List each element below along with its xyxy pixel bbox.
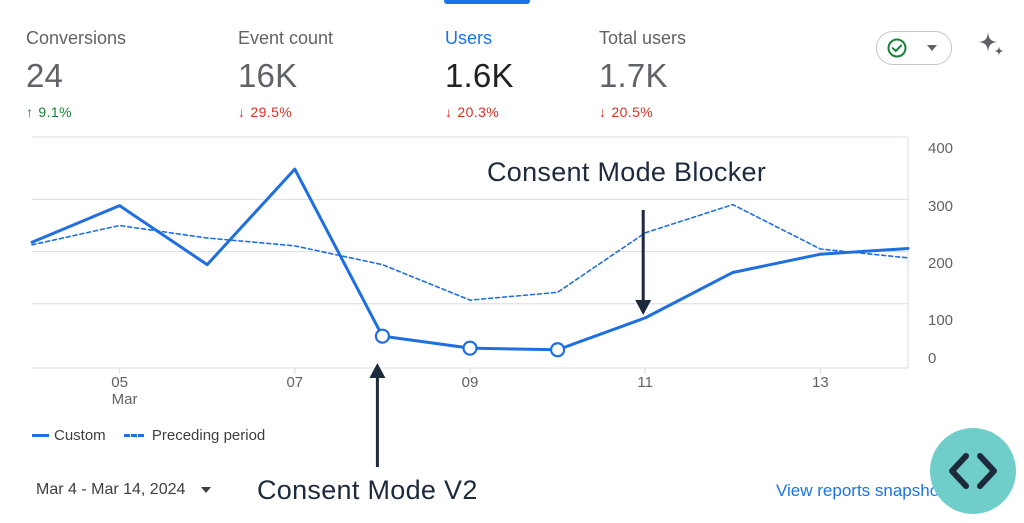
status-dropdown-button[interactable] — [876, 31, 952, 65]
metric-label: Conversions — [26, 28, 127, 48]
data-point-marker — [462, 340, 478, 356]
data-point-marker — [374, 328, 390, 344]
metric-event-count[interactable]: Event count 16K ↓ 29.5% — [238, 28, 333, 120]
legend-swatch-solid — [32, 434, 49, 438]
check-circle-icon — [887, 38, 907, 58]
x-tick-label: 09 — [462, 374, 479, 391]
y-tick-label: 0 — [928, 350, 936, 367]
arrow-down-icon: ↓ — [599, 104, 607, 120]
code-badge-button[interactable] — [930, 428, 1016, 514]
code-brackets-icon — [949, 453, 997, 489]
metric-value: 16K — [238, 57, 298, 94]
arrow-down-icon: ↓ — [445, 104, 453, 120]
legend-label: Preceding period — [151, 426, 266, 444]
series-custom-line — [30, 167, 910, 352]
legend-item-preceding: Preceding period — [123, 426, 266, 444]
active-tab-indicator — [444, 0, 530, 4]
metric-delta: ↓ 20.3% — [445, 104, 514, 120]
data-point-marker — [549, 342, 566, 358]
date-range-selector[interactable]: Mar 4 - Mar 14, 2024 — [36, 481, 212, 499]
metric-value: 24 — [26, 57, 64, 94]
annotation-consent-mode-v2: Consent Mode V2 — [257, 475, 478, 505]
metric-value: 1.7K — [599, 57, 668, 94]
legend-item-custom: Custom — [32, 427, 106, 444]
metric-delta: ↑ 9.1% — [26, 104, 126, 120]
caret-down-icon — [201, 486, 212, 493]
y-tick-label: 400 — [928, 140, 953, 157]
metric-label: Users — [445, 28, 493, 48]
metric-value: 1.6K — [445, 57, 514, 94]
y-tick-label: 100 — [928, 312, 953, 329]
series-preceding-period-line — [31, 203, 909, 301]
x-tick-label: 11 — [637, 374, 653, 391]
sparkle-icon[interactable] — [975, 30, 1007, 62]
metric-users[interactable]: Users 1.6K ↓ 20.3% — [445, 28, 514, 120]
date-range-label: Mar 4 - Mar 14, 2024 — [36, 481, 186, 498]
metric-delta: ↓ 29.5% — [238, 104, 333, 120]
annotation-arrow-up-head — [369, 363, 386, 378]
arrow-up-icon: ↑ — [26, 104, 34, 120]
y-tick-label: 300 — [928, 198, 953, 215]
x-tick-label: 07 — [286, 374, 303, 391]
annotation-arrow-down-head — [635, 300, 652, 315]
caret-down-icon — [927, 45, 937, 51]
arrow-down-icon: ↓ — [238, 104, 246, 120]
legend-label: Custom — [54, 426, 106, 444]
metric-delta-value: 9.1% — [38, 104, 72, 120]
y-tick-label: 200 — [928, 255, 953, 272]
annotation-consent-mode-blocker: Consent Mode Blocker — [487, 157, 767, 187]
metric-label: Total users — [599, 28, 687, 48]
metric-total-users[interactable]: Total users 1.7K ↓ 20.5% — [599, 28, 686, 120]
view-reports-snapshot-link[interactable]: View reports snapshot — [776, 481, 942, 500]
metric-delta-value: 20.5% — [611, 104, 654, 120]
metric-delta-value: 20.3% — [457, 104, 500, 120]
metric-label: Event count — [238, 28, 334, 48]
metric-delta-value: 29.5% — [250, 104, 293, 120]
x-tick-label: 13 — [812, 374, 829, 391]
x-tick-label: 05 — [111, 374, 128, 391]
x-tick-sublabel: Mar — [112, 391, 138, 408]
metric-conversions[interactable]: Conversions 24 ↑ 9.1% — [26, 28, 126, 120]
metric-delta: ↓ 20.5% — [599, 104, 686, 120]
legend-swatch-dashed — [123, 434, 144, 438]
chart-legend: Custom Preceding period — [32, 426, 279, 444]
